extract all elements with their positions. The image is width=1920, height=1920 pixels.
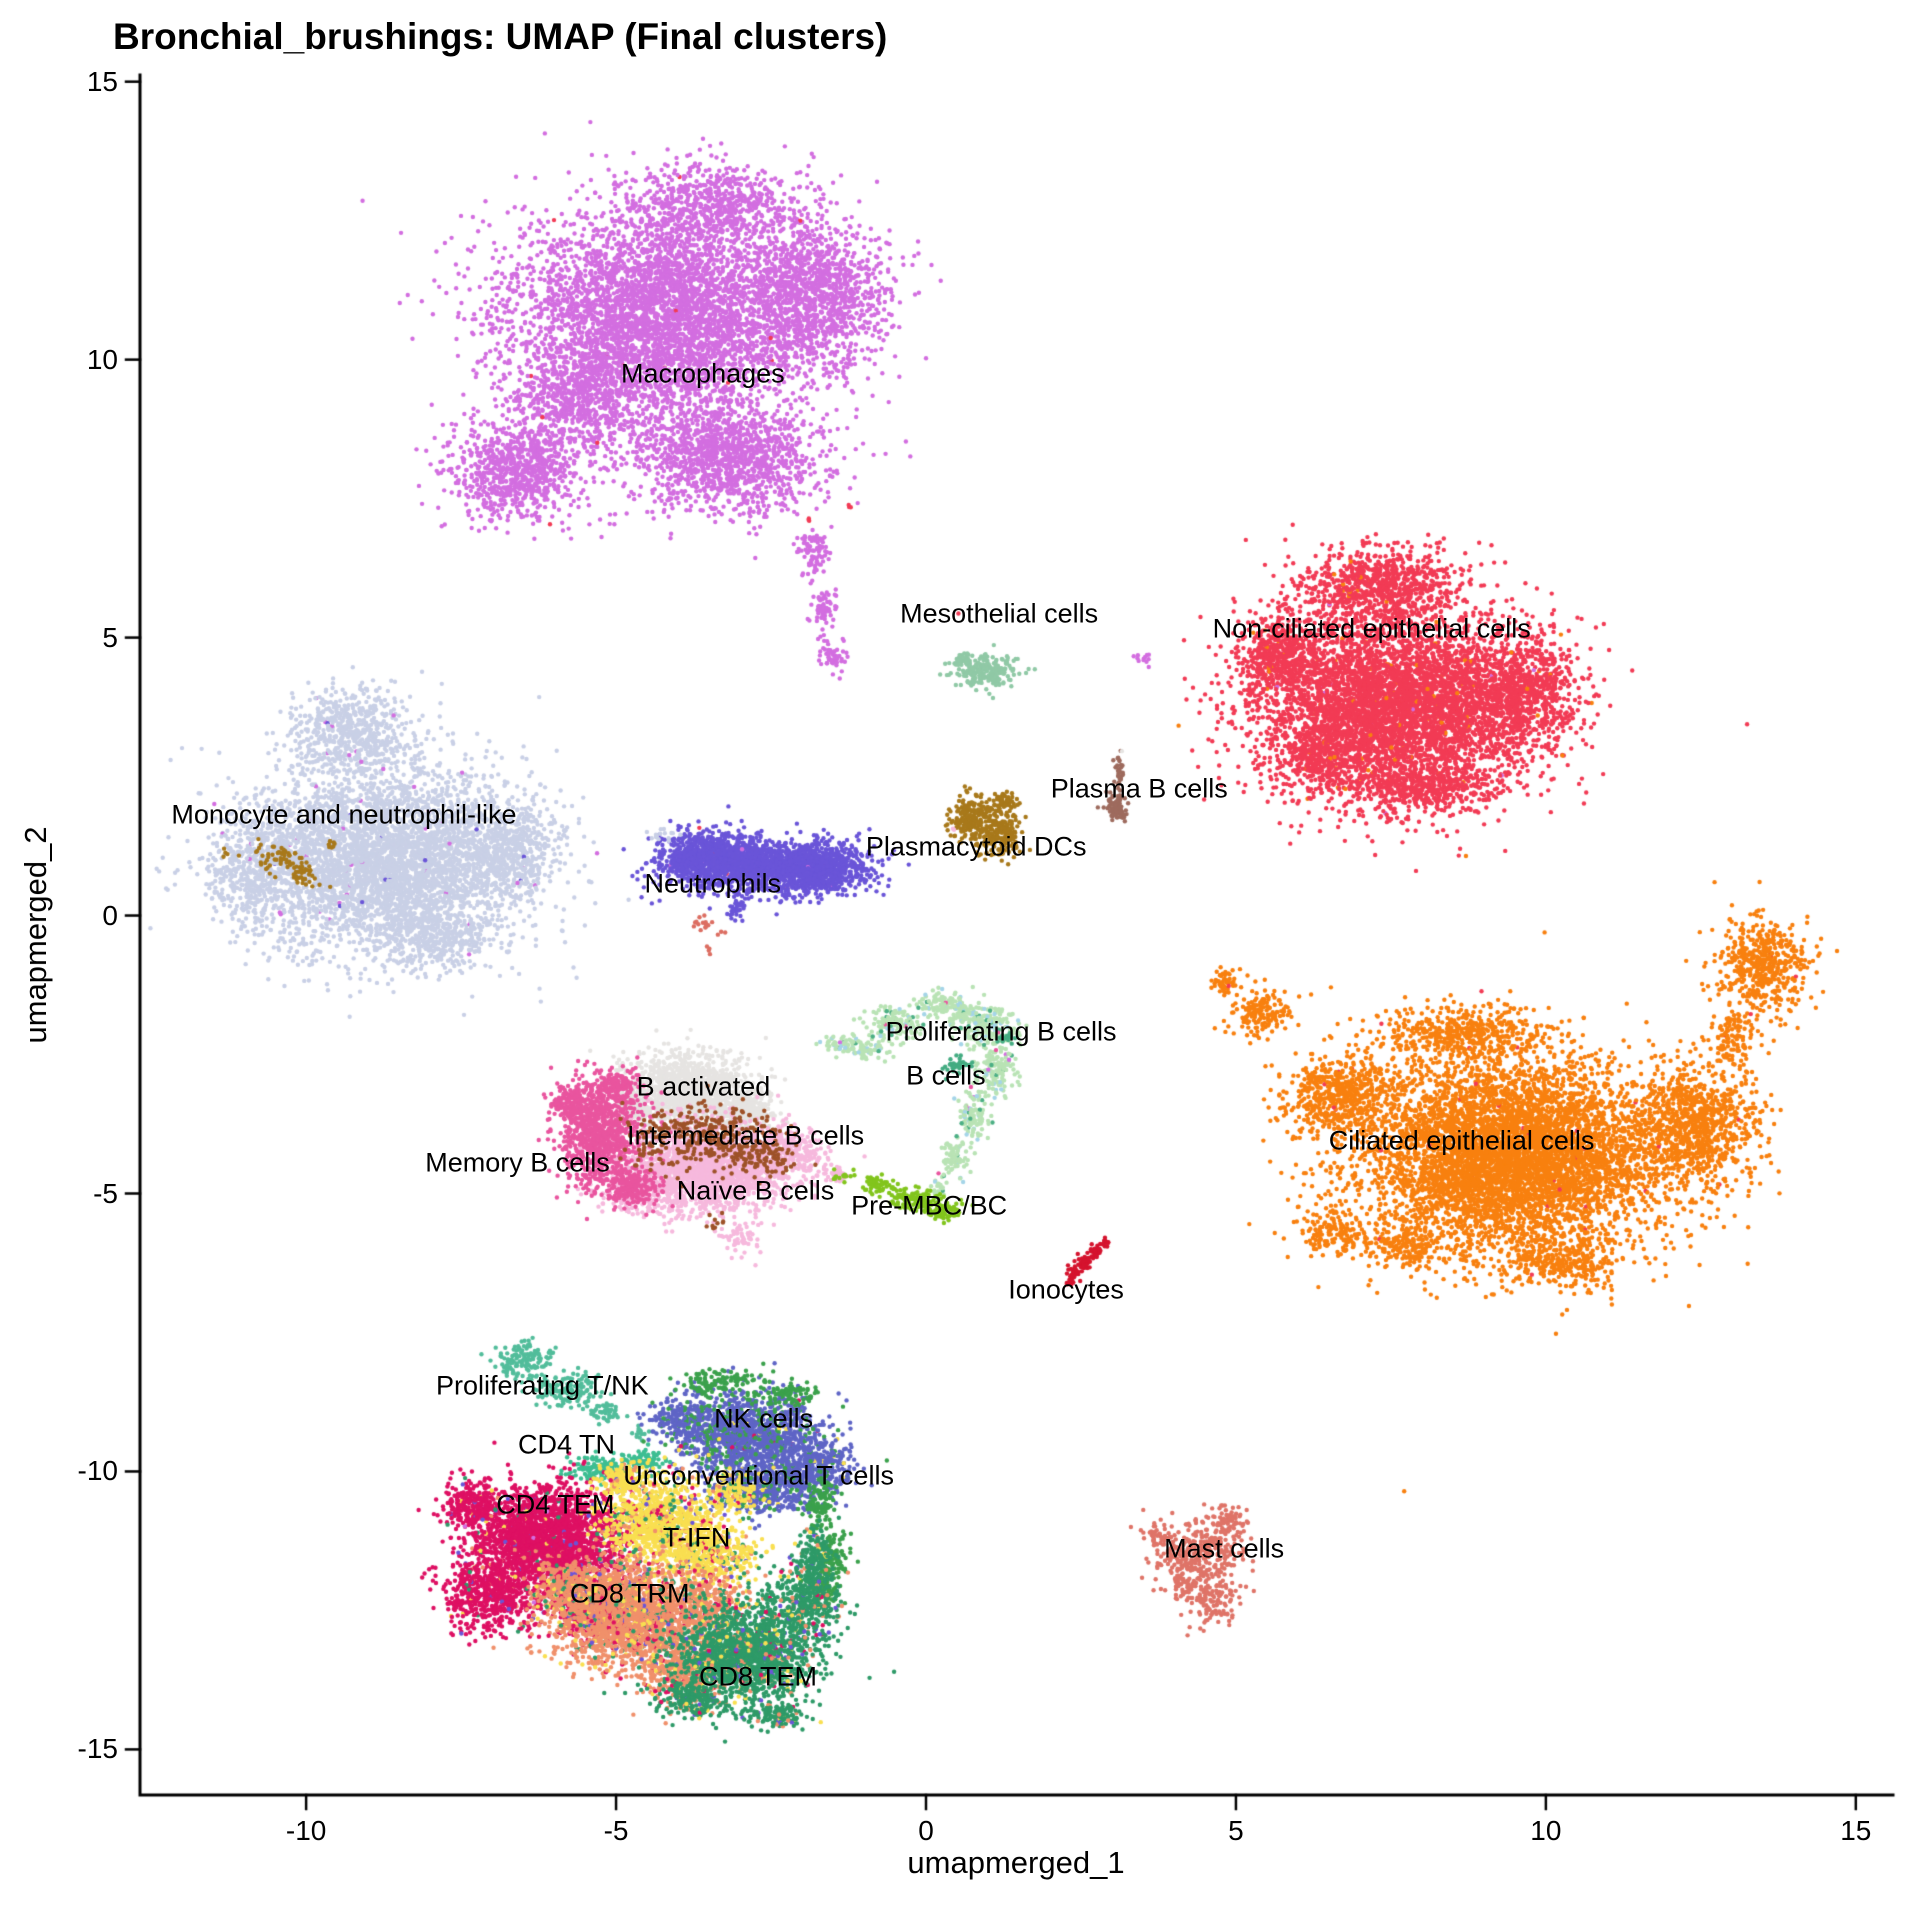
cluster-label-t-ifn: T-IFN [662, 1522, 731, 1553]
cluster-label-non-ciliated-epithelial-cells: Non-ciliated epithelial cells [1212, 613, 1531, 644]
y-tick-label: -15 [77, 1733, 118, 1765]
cluster-label-ciliated-epithelial-cells: Ciliated epithelial cells [1328, 1125, 1595, 1156]
y-tick-label: -10 [77, 1455, 118, 1487]
chart-title: Bronchial_brushings: UMAP (Final cluster… [113, 16, 888, 57]
cluster-label-memory-b-cells: Memory B cells [425, 1147, 610, 1178]
cluster-label-cd8-trm: CD8 TRM [569, 1578, 690, 1609]
cluster-label-cd4-tn: CD4 TN [517, 1429, 615, 1460]
y-tick-label: 15 [86, 65, 118, 97]
cluster-label-naive-b-cells: Naïve B cells [676, 1175, 835, 1206]
y-tick-label: 10 [86, 343, 118, 375]
x-tick-label: 15 [1840, 1815, 1872, 1846]
y-tick-label: 0 [102, 899, 118, 931]
x-tick-label: 0 [918, 1815, 934, 1846]
cluster-label-macrophages: Macrophages [621, 358, 785, 389]
cluster-label-intermediate-b-cells: Intermediate B cells [627, 1120, 865, 1151]
y-tick-label: -5 [93, 1177, 118, 1209]
x-tick-label: -10 [285, 1815, 327, 1846]
cluster-label-cd4-tem: CD4 TEM [496, 1489, 615, 1520]
x-tick-label: 5 [1228, 1815, 1244, 1846]
cluster-label-monocyte-and-neutrophil-like: Monocyte and neutrophil-like [171, 799, 517, 830]
cluster-label-cd8-tem: CD8 TEM [698, 1661, 818, 1692]
cluster-label-proliferating-b-cells: Proliferating B cells [885, 1016, 1117, 1047]
cluster-label-pre-mbc-bc: Pre-MBC/BC [851, 1190, 1008, 1221]
cluster-label-unconventional-t-cells: Unconventional T cells [623, 1460, 894, 1491]
cluster-label-b-cells: B cells [906, 1060, 986, 1091]
cluster-label-neutrophils: Neutrophils [644, 868, 782, 899]
cluster-label-nk-cells: NK cells [714, 1403, 814, 1434]
y-tick-label: 5 [102, 621, 118, 653]
cluster-label-mesothelial-cells: Mesothelial cells [900, 598, 1099, 629]
x-tick-label: -5 [603, 1815, 629, 1846]
x-axis-title: umapmerged_1 [907, 1845, 1125, 1880]
cluster-label-plasmacytoid-dcs: Plasmacytoid DCs [865, 831, 1087, 862]
cluster-label-b-activated: B activated [636, 1071, 771, 1102]
y-axis-title: umapmerged_2 [18, 826, 53, 1044]
cluster-label-proliferating-t-nk: Proliferating T/NK [436, 1370, 649, 1401]
x-tick-label: 10 [1530, 1815, 1562, 1846]
cluster-label-ionocytes: Ionocytes [1008, 1274, 1124, 1305]
cluster-label-mast-cells: Mast cells [1164, 1533, 1285, 1564]
cluster-label-plasma-b-cells: Plasma B cells [1050, 773, 1228, 804]
